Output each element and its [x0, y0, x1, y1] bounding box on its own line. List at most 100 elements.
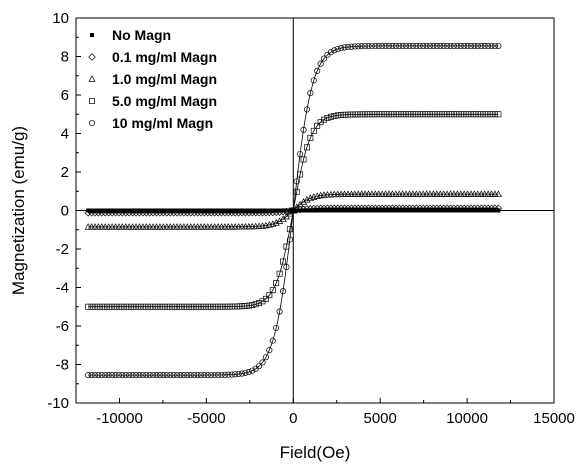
data-point — [258, 209, 267, 217]
data-point — [241, 209, 250, 217]
data-point — [344, 204, 352, 212]
data-point — [368, 204, 376, 212]
x-tick-label: -5000 — [187, 410, 225, 427]
data-point — [273, 280, 280, 287]
data-point — [378, 204, 386, 212]
data-point — [477, 204, 485, 212]
data-point — [252, 301, 259, 308]
data-point — [474, 204, 482, 212]
data-point — [272, 208, 280, 217]
data-point — [224, 209, 233, 217]
x-axis-title: Field(Oe) — [280, 443, 351, 462]
data-point — [316, 204, 325, 213]
data-point — [238, 209, 246, 217]
data-point — [183, 209, 191, 217]
data-point — [436, 204, 444, 212]
data-point — [256, 300, 263, 307]
data-point — [457, 204, 465, 212]
data-point — [156, 209, 164, 217]
data-point — [249, 367, 256, 374]
data-point — [231, 209, 239, 217]
data-point — [139, 209, 147, 217]
data-point — [324, 114, 331, 121]
data-point — [338, 45, 345, 52]
data-point — [245, 368, 252, 376]
data-point — [357, 204, 366, 212]
data-point — [169, 209, 178, 217]
legend-label: 10 mg/ml Magn — [112, 115, 213, 131]
data-point — [419, 204, 427, 212]
series-5 — [85, 42, 502, 379]
data-point — [94, 209, 103, 217]
data-point — [91, 209, 99, 217]
data-point — [86, 208, 91, 213]
y-axis-ticks: -10 -8 -6 -4 -2 0 2 4 6 8 10 — [47, 10, 81, 412]
legend-marker — [89, 98, 95, 104]
data-point — [180, 209, 188, 217]
data-point — [142, 209, 150, 217]
data-point — [273, 324, 280, 331]
data-point — [303, 106, 310, 113]
data-point — [84, 209, 92, 217]
data-point — [166, 209, 174, 217]
data-point — [426, 204, 434, 212]
data-point — [405, 204, 414, 212]
data-point — [118, 209, 127, 217]
data-point — [98, 209, 106, 217]
legend-label: 5.0 mg/ml Magn — [112, 93, 217, 109]
data-point — [327, 204, 335, 212]
data-point — [249, 302, 256, 308]
x-tick-label: 0 — [289, 410, 297, 427]
data-point — [320, 55, 328, 62]
data-point — [381, 204, 390, 212]
data-point — [321, 116, 327, 123]
data-point — [307, 90, 314, 97]
data-point — [467, 204, 475, 212]
data-point — [87, 209, 96, 217]
data-point — [266, 292, 273, 299]
data-point — [262, 208, 270, 217]
data-point — [159, 209, 168, 217]
data-point — [314, 67, 321, 74]
data-point — [303, 205, 311, 213]
data-point — [210, 209, 219, 217]
data-point — [228, 209, 236, 217]
data-point — [265, 208, 274, 217]
data-point — [214, 209, 222, 217]
series-3 — [84, 190, 502, 230]
data-point — [276, 270, 283, 277]
y-tick-label: 10 — [52, 10, 69, 27]
data-point — [487, 204, 496, 212]
data-point — [280, 258, 286, 265]
data-point — [310, 204, 318, 213]
data-point — [266, 347, 273, 354]
y-axis-title: Magnetization (emu/g) — [9, 126, 28, 295]
data-point — [276, 217, 284, 224]
data-point — [331, 47, 338, 54]
data-point — [242, 369, 249, 376]
data-point — [299, 205, 308, 213]
data-point — [262, 354, 269, 361]
data-point — [375, 204, 383, 212]
data-point — [286, 226, 293, 233]
data-point — [234, 209, 243, 217]
data-point — [361, 204, 369, 212]
data-point — [193, 209, 202, 217]
data-point — [152, 209, 161, 217]
data-point — [262, 295, 269, 302]
x-tick-label: -10000 — [96, 410, 143, 427]
data-point — [306, 204, 315, 213]
data-point — [275, 208, 284, 216]
data-point — [190, 209, 198, 217]
data-point — [422, 204, 431, 212]
legend-label: 0.1 mg/ml Magn — [112, 49, 217, 65]
data-point — [412, 204, 421, 212]
legend-marker — [88, 119, 96, 127]
data-point — [463, 204, 472, 212]
data-point — [251, 209, 260, 217]
data-point — [248, 209, 256, 217]
data-point — [146, 209, 154, 217]
y-tick-label: -2 — [56, 241, 69, 258]
data-point — [173, 209, 181, 217]
